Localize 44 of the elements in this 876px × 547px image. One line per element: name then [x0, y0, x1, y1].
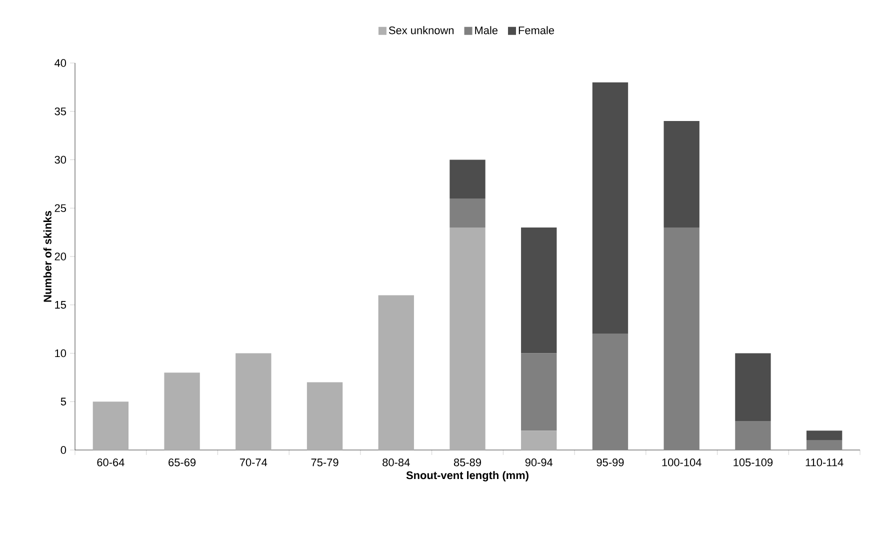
- bar: [806, 440, 842, 450]
- x-tick-label: 80-84: [382, 458, 410, 466]
- x-tick-label: 90-94: [525, 458, 553, 466]
- bar: [592, 82, 628, 334]
- bar: [664, 121, 700, 228]
- x-tick-label: 100-104: [662, 458, 702, 466]
- x-axis-title: Snout-vent length (mm): [406, 471, 528, 482]
- bar: [378, 295, 414, 450]
- x-tick-label: 70-74: [240, 458, 268, 466]
- y-tick-label: 15: [55, 301, 66, 309]
- bar: [735, 353, 771, 421]
- bar: [521, 227, 557, 354]
- x-tick-label: 75-79: [311, 458, 338, 466]
- legend-label: Female: [518, 26, 554, 34]
- bar: [92, 402, 129, 450]
- y-tick-label: 30: [54, 156, 66, 164]
- bar: [306, 382, 343, 450]
- bar: [592, 334, 628, 450]
- y-tick-label: 25: [54, 204, 66, 212]
- y-tick-label: 35: [54, 108, 66, 116]
- y-tick-label: 20: [54, 252, 66, 260]
- y-tick-label: 10: [55, 349, 66, 358]
- y-tick-label: 5: [60, 398, 66, 406]
- y-tick-label: 40: [54, 59, 66, 67]
- bar: [236, 353, 272, 450]
- bar: [664, 227, 700, 450]
- bar: [806, 430, 842, 440]
- bar: [450, 160, 486, 198]
- x-tick-label: 65-69: [168, 458, 196, 466]
- x-tick-label: 85-89: [454, 458, 481, 466]
- bar: [521, 353, 557, 431]
- x-tick-label: 60-64: [97, 458, 124, 466]
- bar: [164, 372, 200, 450]
- bar: [735, 420, 771, 450]
- legend-label: Male: [475, 26, 498, 34]
- x-tick-label: 105-109: [734, 458, 773, 466]
- bar: [450, 198, 486, 228]
- y-axis-title: Number of skinks: [43, 210, 52, 302]
- y-tick-label: 0: [60, 446, 66, 454]
- x-tick-label: 95-99: [596, 458, 624, 466]
- bar: [521, 430, 557, 450]
- bar: [450, 227, 486, 450]
- legend-label: Sex unknown: [388, 26, 454, 34]
- x-tick-label: 110-114: [806, 458, 844, 466]
